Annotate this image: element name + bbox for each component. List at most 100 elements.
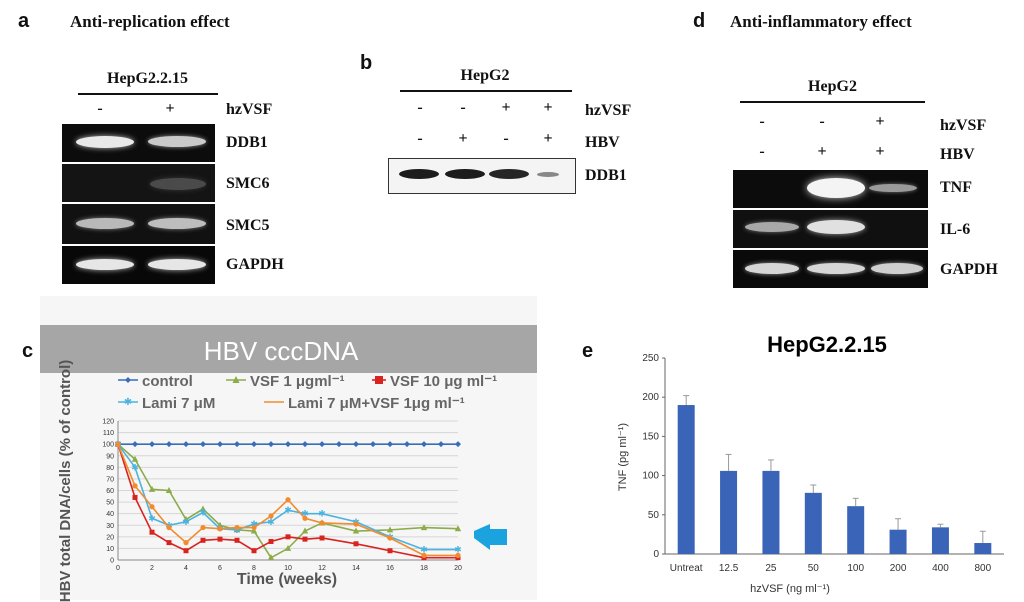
panel-c-xtick-label: 2 <box>150 565 154 572</box>
panel-c-point <box>336 441 342 448</box>
panel-e-title: HepG2.2.15 <box>767 332 887 357</box>
panel-e-bar-1 <box>720 470 738 554</box>
panel-c-point: ✱ <box>301 509 309 519</box>
panel-e-xtick-label: 400 <box>932 563 949 574</box>
panel-a-gel-gapdh <box>62 246 215 284</box>
panel-a-gel-ddb1 <box>62 124 215 162</box>
panel-c-point: ✱ <box>420 545 428 555</box>
panel-a-gene-1: DDB1 <box>226 134 268 151</box>
panel-a-gel-smc5 <box>62 204 215 244</box>
panel-c-point <box>387 548 393 554</box>
panel-c-point: ✱ <box>284 505 292 515</box>
panel-e-ytick-label: 50 <box>648 510 660 521</box>
panel-d-cell-line: HepG2 <box>808 78 857 95</box>
panel-a-row-label: hzVSF <box>226 101 273 118</box>
panel-d-hbv-sign-3: + <box>875 143 885 160</box>
panel-c-point <box>268 441 274 448</box>
panel-d-gene-2: IL-6 <box>940 221 971 238</box>
panel-e-letter: e <box>582 340 594 362</box>
panel-c-legend-marker <box>125 377 131 383</box>
panel-c-point <box>183 540 189 546</box>
panel-c-legend-marker: ✱ <box>124 397 132 408</box>
panel-c-point <box>285 441 291 448</box>
panel-b-hbv-sign-4: + <box>543 130 553 147</box>
panel-c-point <box>302 441 308 448</box>
panel-a-sign-1: - <box>97 100 103 117</box>
panel-e-ylabel: TNF (pg ml⁻¹) <box>617 423 629 491</box>
panel-c-point <box>183 548 189 554</box>
panel-c-point <box>268 513 274 519</box>
panel-e-bar-5 <box>889 529 907 554</box>
panel-c-xtick-label: 4 <box>184 565 188 572</box>
panel-a-title: Anti-replication effect <box>70 12 230 31</box>
panel-c-point <box>166 524 172 531</box>
panel-b-hbv-sign-3: - <box>503 130 509 147</box>
panel-c-legend-label: VSF 1 μgml⁻¹ <box>250 373 345 390</box>
panel-d-gene-1: TNF <box>940 179 972 196</box>
panel-d-row-label-1: hzVSF <box>940 117 987 134</box>
panel-e-ytick-label: 250 <box>642 353 659 364</box>
panel-c-point: ✱ <box>267 517 275 527</box>
panel-e-bar-7 <box>974 543 992 554</box>
panel-d-cell-line-bar <box>740 101 925 103</box>
panel-c-point <box>420 524 428 531</box>
panel-e-axes: 0 50 100 150 200 250 <box>642 353 1004 560</box>
panel-c-point: ✱ <box>182 517 190 527</box>
panel-c-point <box>455 441 461 448</box>
panel-c-point <box>234 537 240 543</box>
panel-c-point <box>301 527 309 534</box>
panel-c-point <box>387 441 393 448</box>
panel-a-cell-line: HepG2.2.15 <box>107 70 188 87</box>
panel-c-ytick-label: 10 <box>106 546 114 553</box>
panel-e-ytick-label: 0 <box>653 549 659 560</box>
panel-c-point: ✱ <box>131 462 139 472</box>
panel-c-point <box>132 494 138 500</box>
panel-c-point <box>115 441 121 447</box>
panel-c-point <box>285 534 291 540</box>
panel-c-point: ✱ <box>318 509 326 519</box>
panel-c-point <box>250 527 258 534</box>
panel-c-point <box>454 525 462 532</box>
panel-a-cell-line-bar <box>78 93 218 95</box>
panel-b-hzvsf-sign-1: - <box>417 99 423 116</box>
panel-e-ytick-label: 100 <box>642 471 659 482</box>
panel-e-bar-4 <box>847 506 865 554</box>
panel-c-point <box>370 441 376 448</box>
panel-e-bar-6 <box>931 527 949 554</box>
panel-c-point <box>353 521 359 527</box>
panel-c-legend-marker <box>375 376 383 384</box>
panel-b-hbv-sign-2: + <box>458 130 468 147</box>
panel-c-point <box>165 487 173 493</box>
panel-c-point <box>200 524 206 531</box>
panel-c-ytick-label: 80 <box>106 465 114 472</box>
panel-c-point <box>149 441 155 448</box>
panel-e-xtick-label: 25 <box>765 563 777 574</box>
panel-c-point <box>131 455 139 462</box>
panel-b-hzvsf-sign-4: + <box>543 99 553 116</box>
panel-c-point <box>251 441 257 448</box>
panel-d-letter: d <box>693 10 706 32</box>
panel-b-letter: b <box>360 52 373 74</box>
panel-c-legend-label: control <box>142 373 193 390</box>
panel-b-row-label-1: hzVSF <box>585 102 632 119</box>
panel-c-ytick-label: 40 <box>106 511 114 518</box>
panel-c-point <box>217 441 223 448</box>
panel-c-point <box>353 441 359 448</box>
panel-c-point <box>421 552 427 558</box>
panel-c-point <box>234 441 240 448</box>
panel-e-xtick-label: 200 <box>890 563 907 574</box>
panel-c-ylabel: HBV total DNA/cells (% of control) <box>57 360 74 602</box>
panel-c-ytick-label: 70 <box>106 476 114 483</box>
panel-c-title: HBV cccDNA <box>204 336 359 366</box>
panel-c-point <box>438 441 444 448</box>
panel-c-ytick-label: 110 <box>103 430 114 437</box>
panel-e-xtick-label: 50 <box>808 563 820 574</box>
panel-e-xtick-label: 800 <box>974 563 991 574</box>
panel-c-xtick-label: 8 <box>252 565 256 572</box>
panel-c-axes: 0 10 20 30 40 50 60 70 80 90 100 110 120 0 2 4 6 8 10 12 14 1… <box>102 419 462 573</box>
panel-c-point <box>166 441 172 448</box>
panel-e-bar-2 <box>762 470 780 554</box>
panel-c-point <box>199 505 207 512</box>
panel-c-legend-label: Lami 7 μM+VSF 1μg ml⁻¹ <box>288 395 465 412</box>
